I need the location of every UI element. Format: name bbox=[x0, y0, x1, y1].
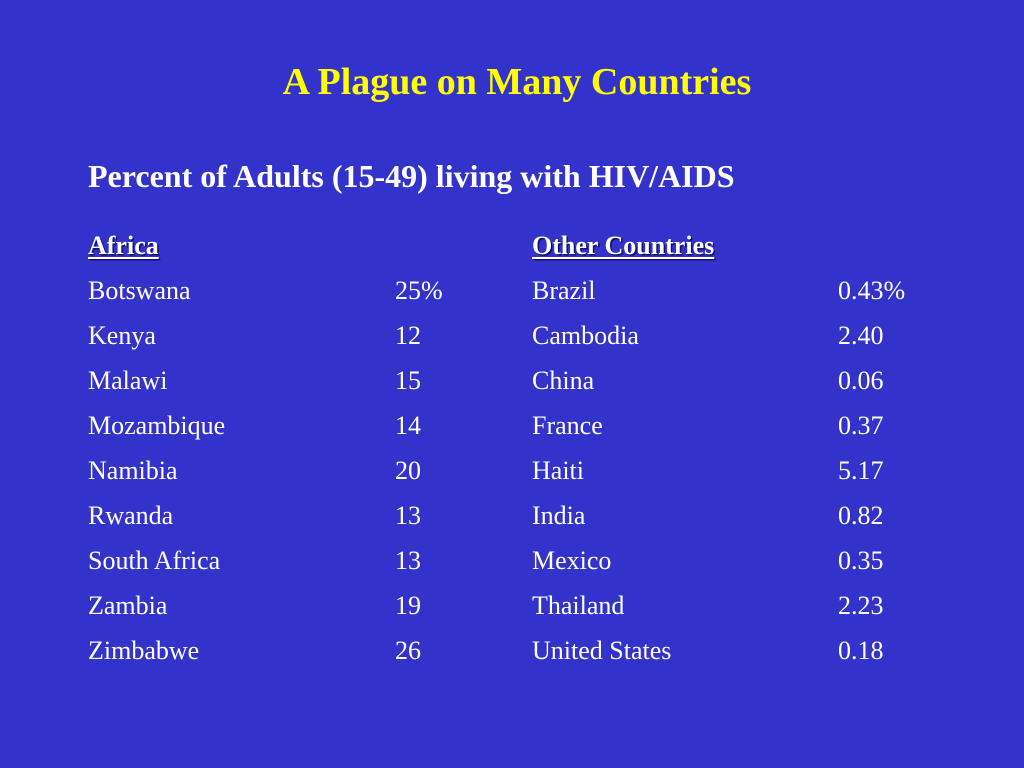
country-name: China bbox=[532, 366, 595, 395]
country-value: 0.18 bbox=[838, 636, 884, 665]
slide-title: A Plague on Many Countries bbox=[282, 61, 752, 103]
country-value: 13 bbox=[395, 501, 421, 530]
country-name: United States bbox=[532, 636, 672, 665]
other-countries-header: Other Countries bbox=[532, 231, 715, 260]
table-row: Haiti 5.17 bbox=[532, 448, 884, 493]
country-name: Haiti bbox=[532, 456, 584, 485]
country-value: 19 bbox=[395, 591, 421, 620]
country-name: Namibia bbox=[88, 456, 178, 485]
table-row: Zimbabwe 26 bbox=[88, 628, 421, 673]
africa-header: Africa bbox=[88, 231, 159, 260]
country-name: Zimbabwe bbox=[88, 636, 200, 665]
country-name: Mexico bbox=[532, 546, 612, 575]
country-name: India bbox=[532, 501, 586, 530]
country-name: South Africa bbox=[88, 546, 221, 575]
country-value: 20 bbox=[395, 456, 421, 485]
table-row: China 0.06 bbox=[532, 358, 884, 403]
country-value: 0.35 bbox=[838, 546, 884, 575]
country-value: 0.06 bbox=[838, 366, 884, 395]
country-name: Zambia bbox=[88, 591, 168, 620]
country-value: 14 bbox=[395, 411, 421, 440]
country-value: 0.43% bbox=[838, 276, 906, 305]
country-name: France bbox=[532, 411, 603, 440]
country-value: 2.40 bbox=[838, 321, 884, 350]
country-value: 26 bbox=[395, 636, 421, 665]
table-row: Malawi 15 bbox=[88, 358, 421, 403]
table-row: Zambia 19 bbox=[88, 583, 421, 628]
country-name: Brazil bbox=[532, 276, 596, 305]
country-value: 0.82 bbox=[838, 501, 884, 530]
country-value: 0.37 bbox=[838, 411, 884, 440]
country-value: 12 bbox=[395, 321, 421, 350]
other-countries-column: Other Countries Brazil 0.43% Cambodia 2.… bbox=[532, 223, 905, 673]
table-row: Cambodia 2.40 bbox=[532, 313, 884, 358]
country-value: 5.17 bbox=[838, 456, 884, 485]
country-name: Thailand bbox=[532, 591, 625, 620]
table-row: Rwanda 13 bbox=[88, 493, 421, 538]
country-value: 15 bbox=[395, 366, 421, 395]
country-name: Malawi bbox=[88, 366, 168, 395]
slide-subtitle: Percent of Adults (15-49) living with HI… bbox=[88, 158, 735, 194]
table-row: United States 0.18 bbox=[532, 628, 884, 673]
table-row: South Africa 13 bbox=[88, 538, 421, 583]
country-value: 13 bbox=[395, 546, 421, 575]
table-row: Mexico 0.35 bbox=[532, 538, 884, 583]
country-value: 2.23 bbox=[838, 591, 884, 620]
country-name: Cambodia bbox=[532, 321, 639, 350]
table-row: France 0.37 bbox=[532, 403, 884, 448]
table-row: Mozambique 14 bbox=[88, 403, 421, 448]
table-row: Thailand 2.23 bbox=[532, 583, 884, 628]
table-row: Namibia 20 bbox=[88, 448, 421, 493]
country-name: Botswana bbox=[88, 276, 191, 305]
table-row: India 0.82 bbox=[532, 493, 884, 538]
table-row: Botswana 25% bbox=[88, 268, 443, 313]
table-row: Kenya 12 bbox=[88, 313, 421, 358]
country-name: Kenya bbox=[88, 321, 156, 350]
country-name: Rwanda bbox=[88, 501, 174, 530]
country-name: Mozambique bbox=[88, 411, 226, 440]
africa-column: Africa Botswana 25% Kenya 12 Malawi 15 M… bbox=[88, 223, 443, 673]
country-value: 25% bbox=[395, 276, 443, 305]
table-row: Brazil 0.43% bbox=[532, 268, 905, 313]
